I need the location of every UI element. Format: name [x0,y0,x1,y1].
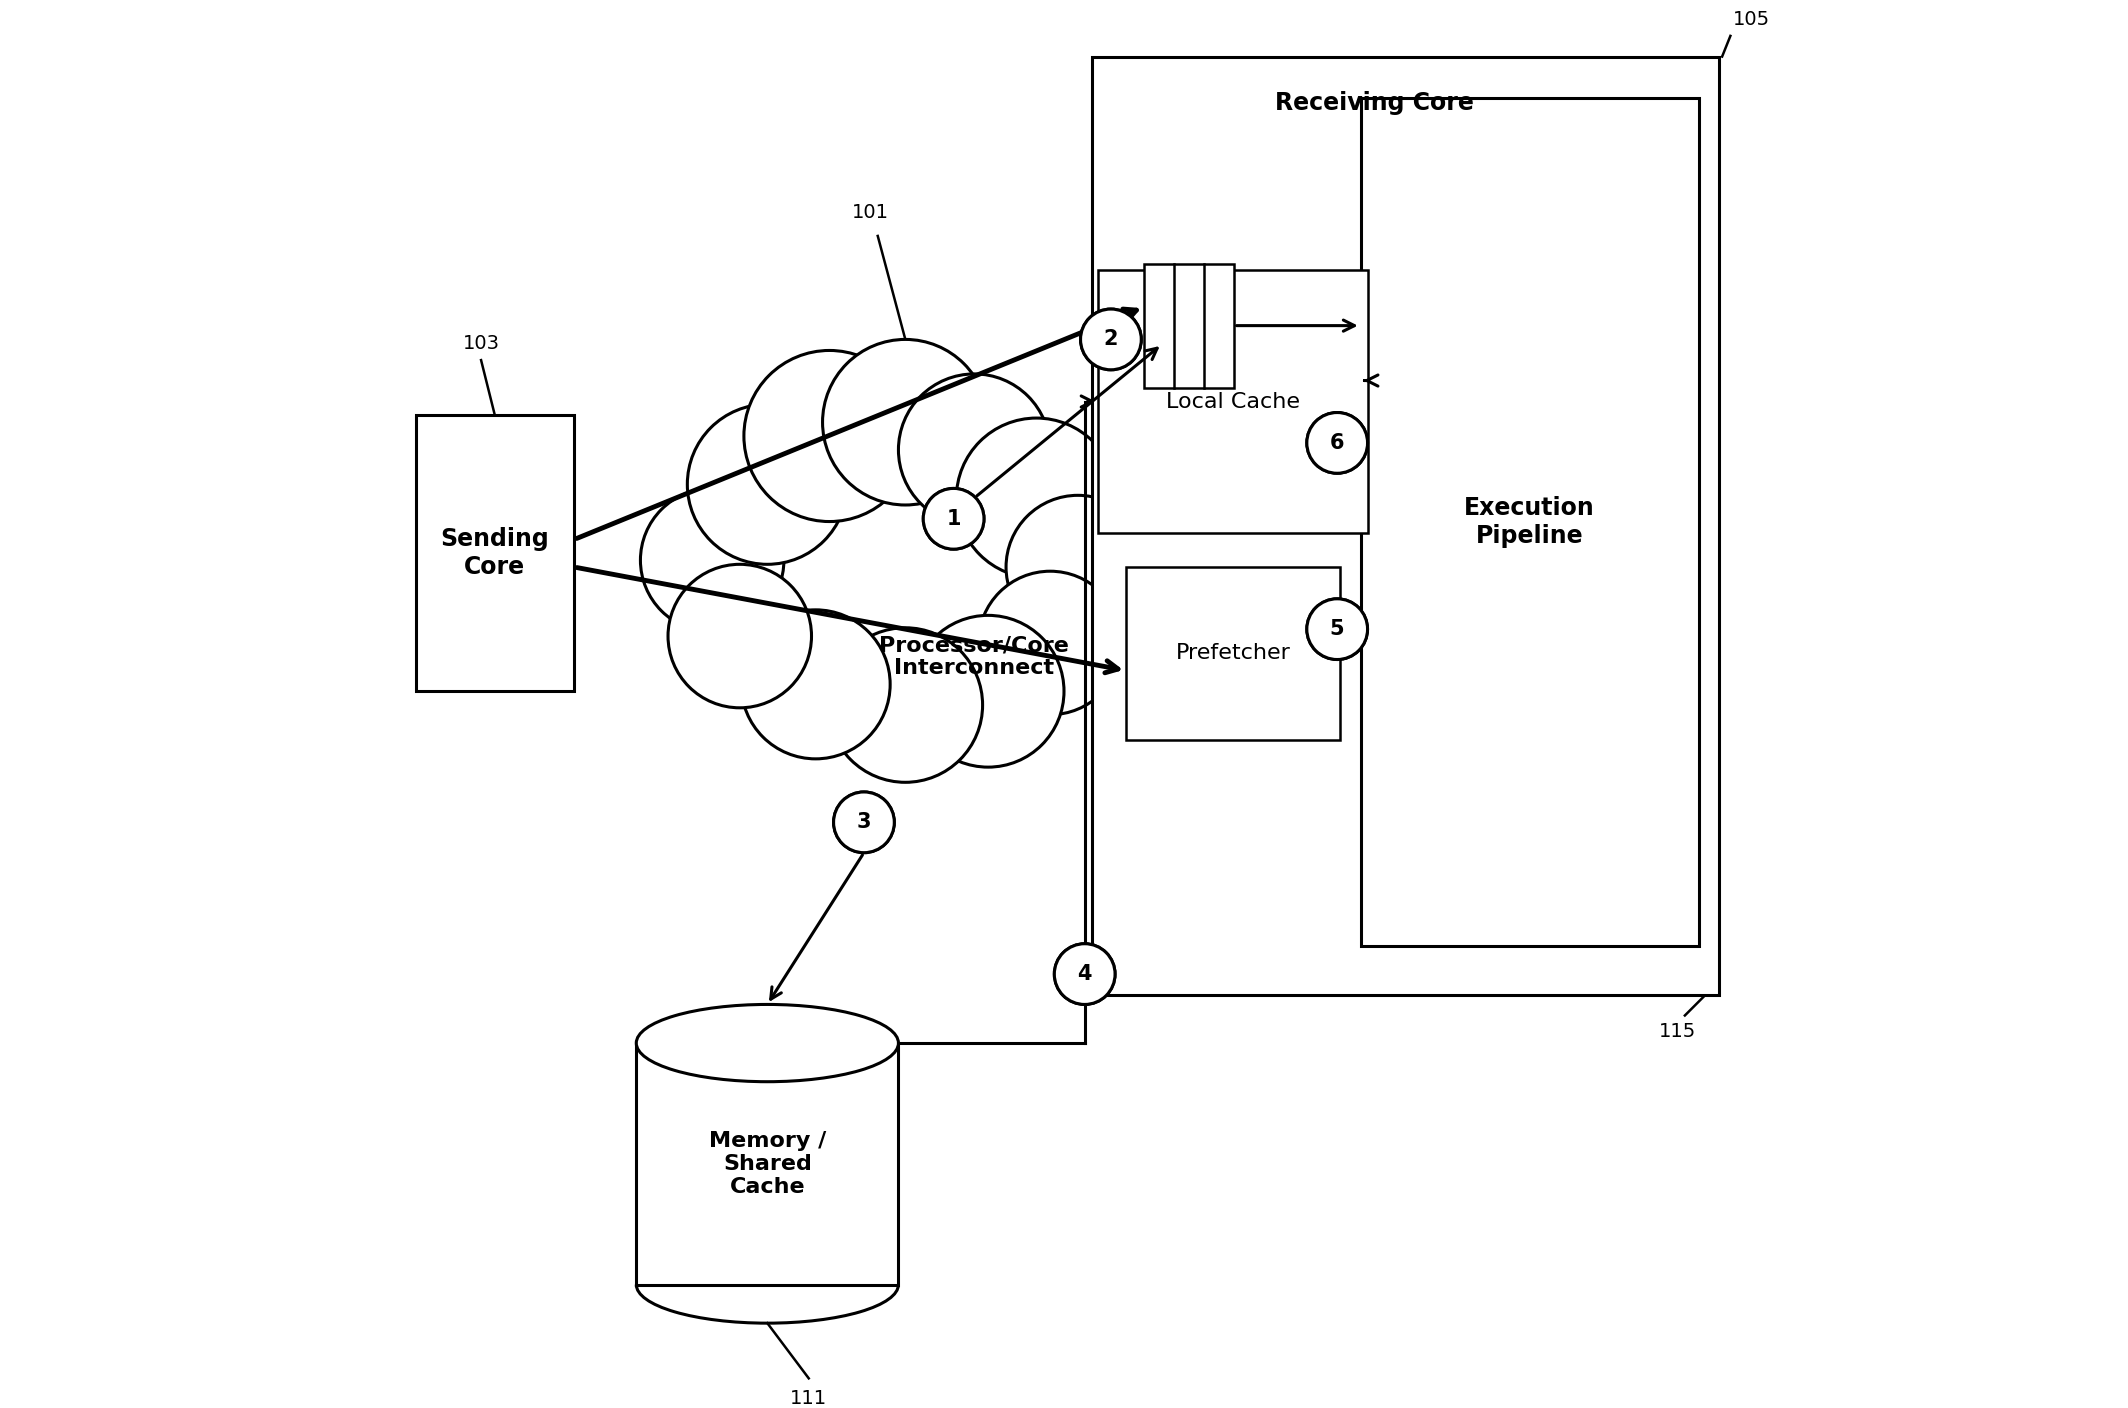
Circle shape [641,489,783,632]
Text: Execution
Pipeline: Execution Pipeline [1464,497,1596,548]
Circle shape [898,375,1051,525]
Circle shape [1307,598,1368,659]
Circle shape [824,339,987,505]
Text: 5: 5 [1330,620,1345,639]
Bar [1360,99,1698,946]
Circle shape [924,489,983,549]
Circle shape [1007,496,1149,639]
Text: Memory /
Shared
Cache: Memory / Shared Cache [709,1131,826,1197]
Circle shape [1053,943,1115,1004]
Bar [1098,270,1368,532]
Text: 2: 2 [1104,329,1117,349]
Circle shape [1053,943,1115,1004]
Text: 3: 3 [858,812,870,832]
Circle shape [1307,413,1368,473]
Circle shape [979,572,1121,715]
Bar [1092,56,1719,995]
Circle shape [955,418,1117,579]
Bar [636,1043,898,1284]
Circle shape [834,791,894,853]
Text: Receiving Core: Receiving Core [1275,92,1473,115]
Circle shape [745,351,915,521]
Circle shape [834,791,894,853]
Text: 2: 2 [1104,329,1117,349]
Text: 115: 115 [1660,1022,1696,1042]
Circle shape [687,404,847,565]
Bar [1126,567,1341,739]
Circle shape [1307,413,1368,473]
Text: 4: 4 [1077,964,1092,984]
Ellipse shape [768,346,1181,650]
Circle shape [1307,598,1368,659]
Text: Processor/Core
Interconnect: Processor/Core Interconnect [879,635,1068,679]
Circle shape [741,610,890,759]
Text: 105: 105 [1732,10,1770,30]
Text: 109: 109 [1158,801,1196,821]
Text: 111: 111 [789,1390,828,1408]
Text: 3: 3 [858,812,870,832]
Text: Local Cache: Local Cache [1166,391,1300,411]
Text: 103: 103 [462,334,500,353]
Circle shape [1081,310,1141,370]
Bar [1145,263,1234,387]
Bar [415,415,575,691]
Ellipse shape [636,1004,898,1081]
Text: Prefetcher: Prefetcher [1175,643,1290,663]
Text: 107: 107 [1130,107,1166,125]
Text: 101: 101 [853,203,890,222]
Circle shape [913,615,1064,767]
Text: 5: 5 [1330,620,1345,639]
Text: Sending
Core: Sending Core [440,528,549,579]
Circle shape [1081,310,1141,370]
Circle shape [828,628,983,783]
Text: 1: 1 [947,508,962,529]
Text: 4: 4 [1077,964,1092,984]
Circle shape [668,565,811,708]
Circle shape [924,489,983,549]
Text: 6: 6 [1330,432,1345,453]
Text: 6: 6 [1330,432,1345,453]
Text: 113: 113 [1228,594,1266,614]
Text: 1: 1 [947,508,962,529]
